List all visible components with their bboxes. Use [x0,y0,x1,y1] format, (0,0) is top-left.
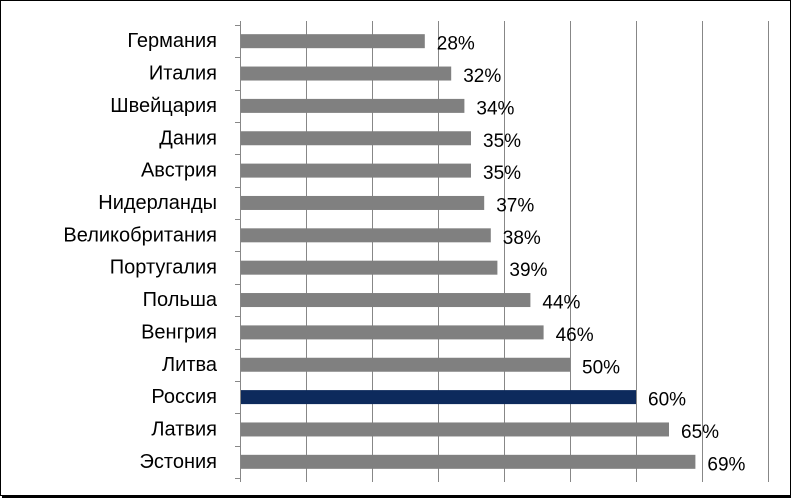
bar [241,390,636,405]
bar [241,195,485,210]
data-labels: 28% 32% 34% 35% 35% 37% 38% 39% 44% 46% 50% 60% 65% 6… [437,34,746,476]
data-label: 35% [483,163,521,184]
data-label: 39% [509,260,547,281]
category-label: Литва [162,354,218,376]
data-label: 37% [496,195,534,216]
data-label: 44% [542,293,580,314]
bar [241,163,471,178]
bar [241,325,544,340]
category-label: Венгрия [141,321,217,343]
data-label: 34% [476,98,514,119]
category-label: Португалия [110,257,217,279]
category-label: Дания [159,127,217,149]
data-label: 38% [503,228,541,249]
category-label: Германия [127,30,217,52]
data-label: 28% [437,34,475,55]
category-label: Россия [151,386,217,408]
category-label: Великобритания [63,224,217,246]
data-label: 50% [582,357,620,378]
bars [241,34,696,469]
bar [241,66,452,81]
bar [241,98,465,113]
data-label: 69% [707,454,745,475]
category-label: Эстония [140,451,217,473]
category-label: Швейцария [110,95,217,117]
bar [241,228,491,243]
bar [241,34,425,49]
data-label: 32% [463,66,501,87]
data-label: 65% [681,422,719,443]
data-label: 60% [648,390,686,411]
bar [241,293,531,308]
bar [241,422,669,437]
category-label: Австрия [141,160,217,182]
gridlines [306,21,769,482]
bar [241,454,696,469]
category-label: Латвия [151,418,217,440]
category-label: Польша [143,289,218,311]
data-label: 46% [556,325,594,346]
data-label: 35% [483,131,521,152]
category-label: Италия [149,63,217,85]
category-labels: Германия Италия Швейцария Дания Австрия Нидер… [63,30,217,473]
bar [241,260,498,275]
bar [241,131,471,146]
category-axis [235,21,241,482]
bar [241,357,570,372]
category-label: Нидерланды [98,192,217,214]
